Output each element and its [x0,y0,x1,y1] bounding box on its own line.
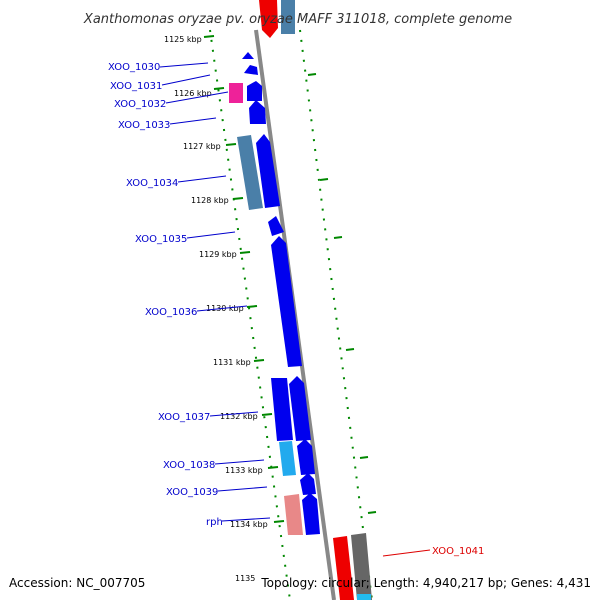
gene-xoo-1030 [242,52,254,59]
gene-xoo-1039 [300,473,316,495]
gene-label-xoo-1033: XOO_1033 [118,120,170,131]
kbp-label: 1129 kbp [199,250,237,259]
gene-xoo-1037-b [289,376,311,441]
gene-xoo-1034 [256,134,280,208]
outer-long-ticks [307,73,377,514]
gene-label-xoo-1034: XOO_1034 [126,178,178,189]
gene-label-xoo-1031: XOO_1031 [110,81,162,92]
gene-xoo-1033-upper [247,81,262,101]
gene-xoo-1041-grey [351,533,372,600]
kbp-tick-marks [203,35,285,523]
gene-xoo-1033-lower [249,100,266,124]
kbp-label: 1134 kbp [230,520,268,529]
gene-rph-pink [284,494,303,535]
gene-top-red [259,0,278,38]
forward-lane [262,30,362,600]
accession-label: Accession: NC_007705 [9,576,145,590]
gene-label-xoo-1030: XOO_1030 [108,62,160,73]
gene-label-xoo-1032: XOO_1032 [114,99,166,110]
gene-xoo-1032 [229,83,243,103]
kbp-label: 1128 kbp [191,196,229,205]
gene-label-rph: rph [206,517,223,528]
reverse-strand-genes [229,52,320,535]
label-leader-lines [159,62,431,557]
gene-xoo-1037-a [271,378,293,441]
gene-xoo-1036 [271,236,302,367]
gene-bottom-cyan [357,594,371,600]
gene-label-xoo-1041: XOO_1041 [432,546,484,557]
forward-strand-genes [259,0,372,600]
gene-rph [302,493,320,535]
kbp-label: 1125 kbp [164,35,202,44]
gene-top-grey [281,0,295,34]
gene-label-xoo-1037: XOO_1037 [158,412,210,423]
gene-label-xoo-1036: XOO_1036 [145,307,197,318]
kbp-label: 1126 kbp [174,89,212,98]
gene-label-xoo-1038: XOO_1038 [163,460,215,471]
kbp-label: 1132 kbp [220,412,258,421]
topology-label: Topology: circular; Length: 4,940,217 bp… [260,576,591,590]
gene-xoo-1038-cyan [279,441,296,476]
kbp-label: 1127 kbp [183,142,221,151]
gene-xoo-1035 [268,216,284,236]
kbp-label: 1131 kbp [213,358,251,367]
gene-label-xoo-1039: XOO_1039 [166,487,218,498]
gene-xoo-1038 [297,439,315,475]
kbp-label: 1133 kbp [225,466,263,475]
gene-xoo-1041-red [333,536,354,600]
map-title: Xanthomonas oryzae pv. oryzae MAFF 31101… [83,12,512,27]
gene-xoo-1034-grey [237,135,263,210]
gene-label-xoo-1035: XOO_1035 [135,234,187,245]
gene-labels: XOO_1030 XOO_1031 XOO_1032 XOO_1033 XOO_… [108,62,484,557]
kbp-label: 1135 [235,574,255,583]
gene-xoo-1031 [244,65,258,75]
